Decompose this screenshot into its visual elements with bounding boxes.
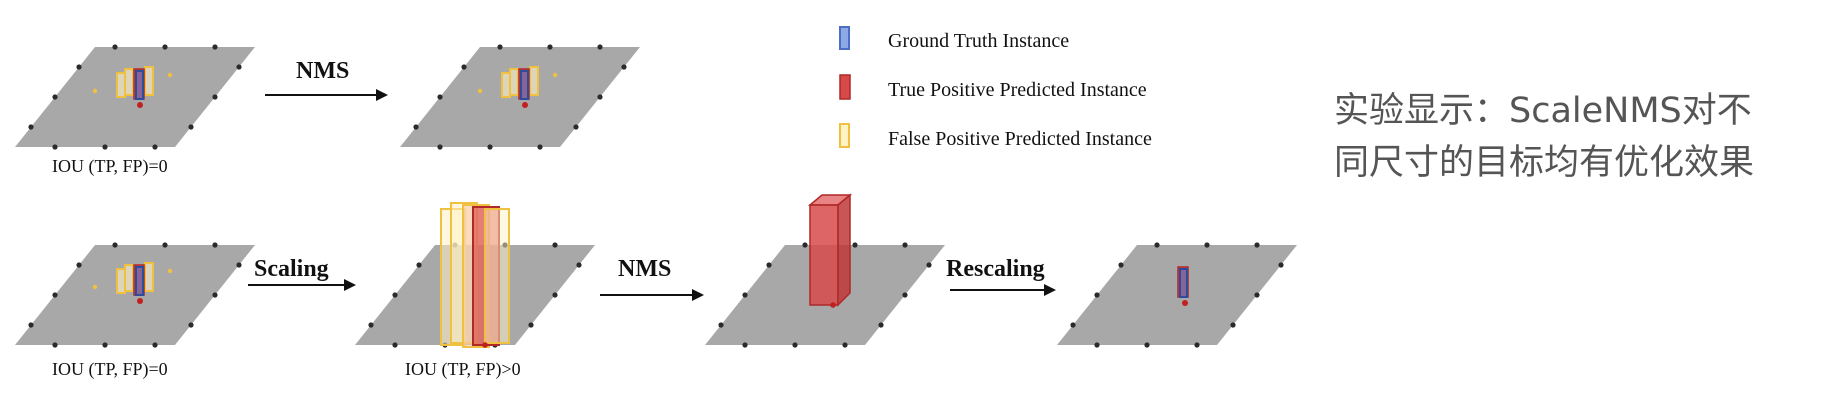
bottom-nms-plane — [705, 193, 945, 348]
arrow-scaling: Scaling — [248, 256, 356, 291]
bottom-scaled-plane — [355, 202, 595, 348]
caption-top-left: IOU (TP, FP)=0 — [52, 156, 168, 177]
legend-false-positive-label: False Positive Predicted Instance — [888, 128, 1152, 150]
ground-truth-icon — [839, 26, 850, 50]
scaled-box-cluster — [440, 202, 510, 348]
arrow-nms-top: NMS — [265, 58, 388, 101]
top-right-plane — [400, 44, 640, 150]
label-nms-bottom: NMS — [618, 256, 671, 282]
label-scaling: Scaling — [254, 256, 329, 282]
rescaled-box — [1177, 266, 1189, 306]
arrow-rescaling: Rescaling — [946, 256, 1056, 296]
legend-false-positive: False Positive Predicted Instance — [839, 123, 1152, 150]
note-line-2: 同尺寸的目标均有优化效果 — [1334, 143, 1754, 183]
note-line-1: 实验显示：ScaleNMS对不 — [1334, 91, 1752, 131]
single-true-positive-box — [807, 193, 853, 308]
top-left-plane — [15, 44, 255, 150]
true-positive-icon — [839, 74, 851, 100]
legend-ground-truth: Ground Truth Instance — [839, 26, 1069, 52]
legend-true-positive: True Positive Predicted Instance — [839, 74, 1147, 101]
caption-bottom-scaled: IOU (TP, FP)>0 — [405, 359, 521, 380]
false-positive-icon — [839, 123, 850, 148]
label-rescaling: Rescaling — [946, 256, 1045, 282]
arrow-nms-bottom: NMS — [600, 256, 704, 301]
bottom-left-plane — [15, 242, 255, 348]
legend-true-positive-label: True Positive Predicted Instance — [888, 79, 1147, 101]
label-nms-top: NMS — [296, 58, 349, 84]
legend-ground-truth-label: Ground Truth Instance — [888, 30, 1069, 52]
note: 实验显示：ScaleNMS对不 同尺寸的目标均有优化效果 — [1334, 91, 1754, 183]
caption-bottom-left: IOU (TP, FP)=0 — [52, 359, 168, 380]
legend: Ground Truth Instance True Positive Pred… — [839, 26, 1152, 150]
bottom-rescaled-plane — [1057, 242, 1297, 348]
